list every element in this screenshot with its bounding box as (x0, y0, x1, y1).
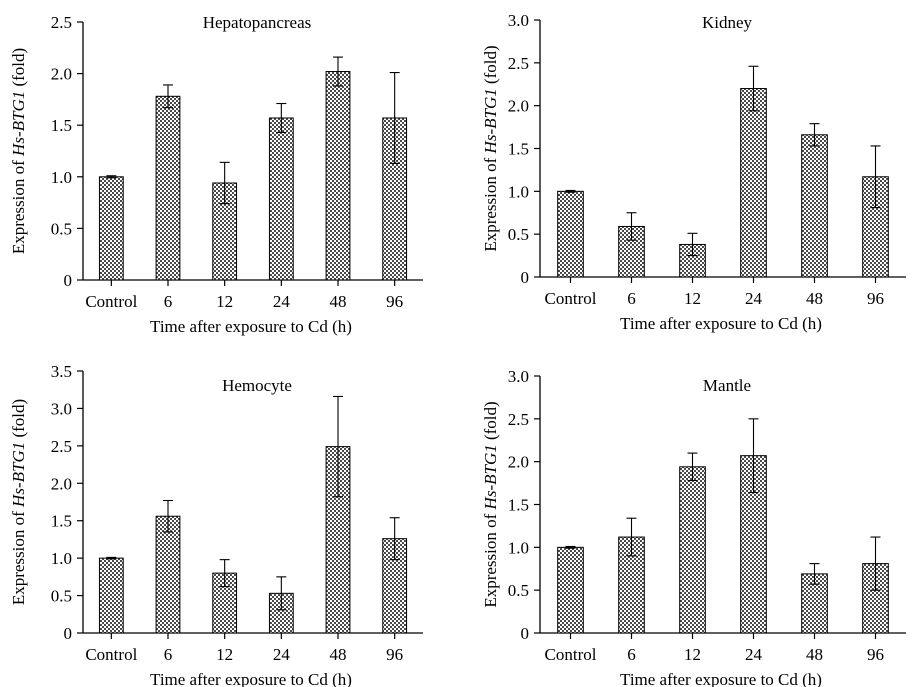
y-tick-label: 0 (64, 624, 73, 643)
y-tick-label: 1.0 (508, 182, 529, 201)
y-tick-label: 2.5 (51, 437, 72, 456)
panel-title: Mantle (703, 376, 751, 395)
chart-panel: 0 0.5 1.0 1.5 2.0 2.5 3.0 Control 6 12 24 48 96 Mantl… (481, 367, 906, 687)
y-tick-label: 0.5 (508, 581, 529, 600)
y-tick-label: 2.0 (51, 65, 72, 84)
bar (325, 71, 351, 281)
bar (155, 515, 181, 634)
y-tick-label: 3.0 (51, 399, 72, 418)
y-tick-label: 0.5 (508, 225, 529, 244)
y-tick-label: 0.5 (51, 219, 72, 238)
y-axis-title: Expression of Hs-BTG1 (fold) (481, 401, 500, 607)
y-axis-title: Expression of Hs-BTG1 (fold) (9, 48, 28, 254)
x-tick-label: 12 (684, 645, 701, 664)
bar (801, 134, 828, 278)
y-axis-title-suffix: (fold) (481, 45, 500, 88)
y-axis-title-suffix: (fold) (9, 48, 28, 91)
x-tick-label: 24 (745, 645, 763, 664)
y-tick-label: 2.5 (51, 13, 72, 32)
y-axis-title-suffix: (fold) (9, 399, 28, 442)
x-tick-label: 6 (627, 289, 636, 308)
y-axis-title-gene: Hs-BTG1 (481, 444, 500, 510)
x-tick-label: 12 (684, 289, 701, 308)
y-tick-label: 1.5 (508, 140, 529, 159)
y-tick-label: 1.0 (51, 168, 72, 187)
x-tick-label: 48 (806, 289, 823, 308)
x-tick-label: 96 (386, 645, 403, 664)
chart-panel: 0 0.5 1.0 1.5 2.0 2.5 3.0 3.5 Control 6 12 24 48 96 He… (9, 362, 423, 687)
x-tick-label: Control (545, 289, 597, 308)
x-axis-title: Time after exposure to Cd (h) (150, 670, 352, 687)
x-axis-title: Time after exposure to Cd (h) (620, 314, 822, 333)
bar (268, 117, 294, 281)
x-axis-title: Time after exposure to Cd (h) (150, 317, 352, 336)
x-tick-label: 24 (273, 292, 291, 311)
bar (155, 95, 181, 281)
y-tick-label: 2.5 (508, 410, 529, 429)
x-tick-label: 96 (867, 645, 884, 664)
x-tick-label: 48 (330, 292, 347, 311)
x-axis-title: Time after exposure to Cd (h) (620, 670, 822, 687)
y-tick-label: 0 (64, 271, 73, 290)
x-tick-label: 48 (806, 645, 823, 664)
y-axis-title-prefix: Expression of (481, 509, 500, 607)
x-tick-label: Control (545, 645, 597, 664)
bar (740, 88, 767, 278)
y-tick-label: 3.0 (508, 11, 529, 30)
y-tick-label: 0 (521, 624, 530, 643)
y-tick-label: 2.0 (508, 453, 529, 472)
bar (679, 466, 706, 634)
y-tick-label: 1.5 (508, 496, 529, 515)
y-tick-label: 1.5 (51, 116, 72, 135)
bar (557, 546, 584, 634)
x-tick-label: 96 (386, 292, 403, 311)
x-tick-label: 48 (330, 645, 347, 664)
panel-title: Hepatopancreas (203, 13, 312, 32)
bar (98, 557, 124, 634)
y-tick-label: 2.0 (51, 474, 72, 493)
y-axis-title-gene: Hs-BTG1 (9, 91, 28, 157)
y-axis-title-gene: Hs-BTG1 (481, 88, 500, 154)
x-tick-label: 24 (745, 289, 763, 308)
chart-panels: 0 0.5 1.0 1.5 2.0 2.5 Control 6 12 24 48 96 Hepatopa… (9, 11, 906, 687)
y-axis-title-suffix: (fold) (481, 401, 500, 444)
x-tick-label: 96 (867, 289, 884, 308)
x-tick-label: Control (85, 292, 137, 311)
y-tick-label: 1.5 (51, 512, 72, 531)
chart-panel: 0 0.5 1.0 1.5 2.0 2.5 3.0 Control 6 12 24 48 96 Kidne… (481, 11, 906, 333)
x-tick-label: 12 (216, 292, 233, 311)
x-tick-label: 6 (627, 645, 636, 664)
panel-title: Hemocyte (222, 376, 292, 395)
x-tick-label: 6 (164, 292, 173, 311)
y-tick-label: 0 (521, 268, 530, 287)
y-tick-label: 1.0 (51, 549, 72, 568)
y-tick-label: 3.0 (508, 367, 529, 386)
y-tick-label: 0.5 (51, 587, 72, 606)
y-tick-label: 1.0 (508, 538, 529, 557)
chart-panel: 0 0.5 1.0 1.5 2.0 2.5 Control 6 12 24 48 96 Hepatopa… (9, 13, 423, 336)
x-tick-label: 12 (216, 645, 233, 664)
y-tick-label: 2.5 (508, 54, 529, 73)
y-tick-label: 2.0 (508, 97, 529, 116)
x-tick-label: Control (85, 645, 137, 664)
y-axis-title-gene: Hs-BTG1 (9, 442, 28, 508)
y-axis-title-prefix: Expression of (9, 156, 28, 254)
y-axis-title: Expression of Hs-BTG1 (fold) (481, 45, 500, 251)
y-tick-label: 3.5 (51, 362, 72, 381)
x-tick-label: 24 (273, 645, 291, 664)
bar (98, 176, 124, 281)
bar (557, 190, 584, 278)
y-axis-title: Expression of Hs-BTG1 (fold) (9, 399, 28, 605)
panel-title: Kidney (702, 13, 753, 32)
x-tick-label: 6 (164, 645, 173, 664)
y-axis-title-prefix: Expression of (481, 153, 500, 251)
y-axis-title-prefix: Expression of (9, 507, 28, 605)
